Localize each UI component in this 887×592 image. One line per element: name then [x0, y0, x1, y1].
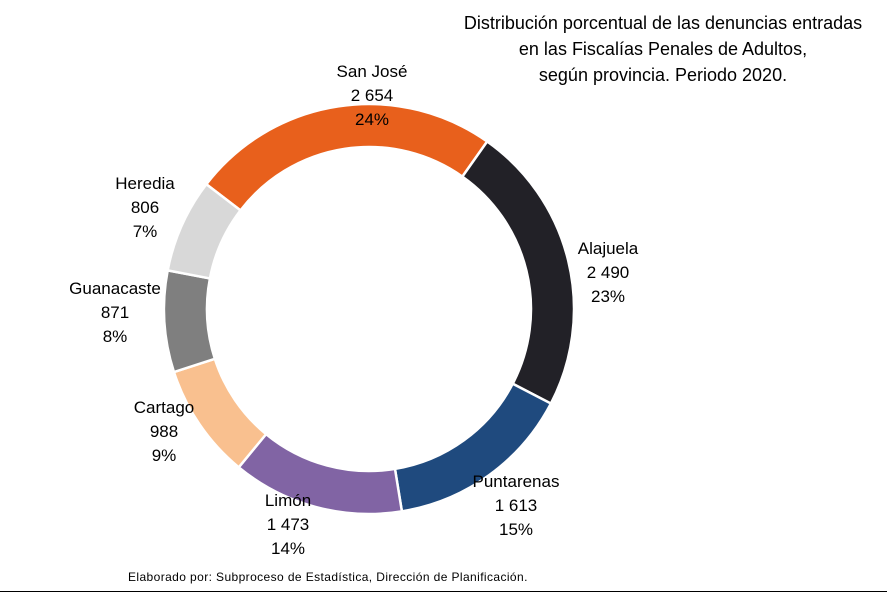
- slice-value: 1 613: [494, 496, 538, 515]
- slice-percent: 15%: [498, 520, 534, 539]
- slice-label-san-jose: San José 2 654 24%: [292, 60, 452, 132]
- slice-percent: 14%: [270, 539, 306, 558]
- slice-value: 1 473: [266, 515, 310, 534]
- slice-percent: 8%: [102, 327, 128, 346]
- slice-name: Heredia: [115, 174, 175, 193]
- slice-name: Guanacaste: [69, 279, 161, 298]
- chart-title-line-2: en las Fiscalías Penales de Adultos,: [518, 39, 808, 59]
- slice-value: 988: [149, 422, 179, 441]
- slice-name: Cartago: [133, 398, 195, 417]
- chart-title-line-3: según provincia. Periodo 2020.: [538, 65, 788, 85]
- slice-percent: 24%: [354, 110, 390, 129]
- slice-label-heredia: Heredia 806 7%: [65, 172, 225, 244]
- slice-name: Puntarenas: [472, 472, 560, 491]
- slice-label-cartago: Cartago 988 9%: [84, 396, 244, 468]
- slice-value: 806: [130, 198, 160, 217]
- slice-name: Limón: [264, 491, 312, 510]
- slice-label-alajuela: Alajuela 2 490 23%: [528, 237, 688, 309]
- slice-value: 2 654: [350, 86, 394, 105]
- slice-heredia: [166, 182, 243, 280]
- slice-percent: 9%: [151, 446, 177, 465]
- slice-label-limon: Limón 1 473 14%: [208, 489, 368, 561]
- slice-label-puntarenas: Puntarenas 1 613 15%: [436, 470, 596, 542]
- slice-percent: 23%: [590, 287, 626, 306]
- slice-value: 871: [100, 303, 130, 322]
- slice-name: San José: [336, 62, 408, 81]
- chart-title: Distribución porcentual de las denuncias…: [440, 10, 886, 88]
- chart-title-line-1: Distribución porcentual de las denuncias…: [463, 13, 863, 33]
- source-note: Elaborado por: Subproceso de Estadística…: [128, 570, 528, 584]
- slice-percent: 7%: [132, 222, 158, 241]
- slice-label-guanacaste: Guanacaste 871 8%: [35, 277, 195, 349]
- slice-value: 2 490: [586, 263, 630, 282]
- slice-name: Alajuela: [577, 239, 639, 258]
